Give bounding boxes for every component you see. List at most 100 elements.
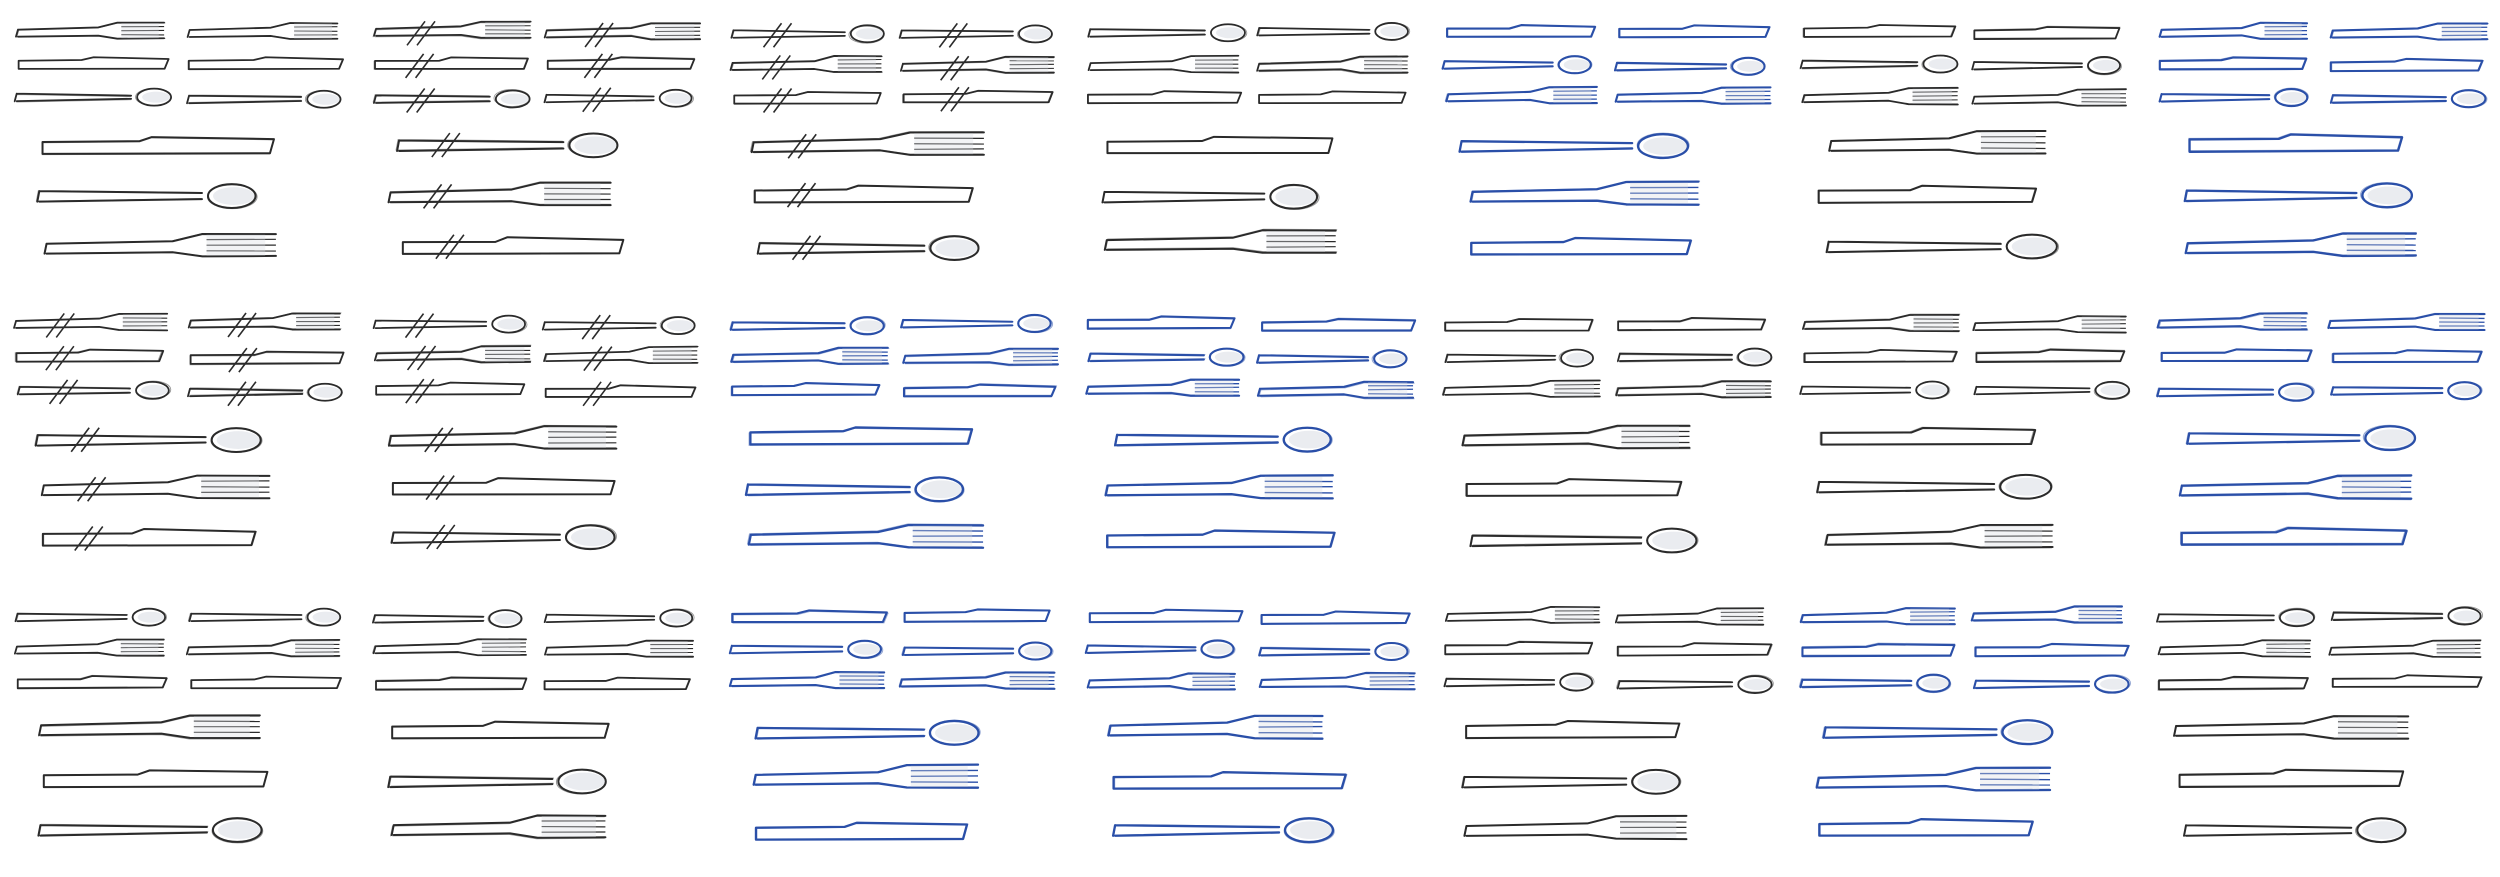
fork-outline-retrace bbox=[1462, 426, 1691, 450]
spoon-handle-retrace bbox=[2155, 387, 2273, 397]
fork-shade bbox=[1194, 380, 1234, 396]
spoon-bowl-shade bbox=[1637, 772, 1679, 791]
spoon-bowl-shade bbox=[563, 772, 605, 791]
spoon-handle-retrace bbox=[1445, 353, 1557, 363]
knife-outline-retrace bbox=[2331, 349, 2482, 363]
spoon-handle-retrace bbox=[1973, 679, 2090, 689]
hatch-mark bbox=[87, 476, 107, 502]
knife-outline bbox=[1470, 236, 1692, 256]
spoon-handle bbox=[2156, 613, 2275, 623]
fork-outline-retrace bbox=[2327, 312, 2485, 330]
hatch-mark bbox=[416, 20, 436, 46]
fork-outline bbox=[1256, 55, 1409, 74]
spoon-handle-retrace bbox=[2183, 824, 2352, 837]
spoon-handle bbox=[372, 614, 485, 624]
fork-shade bbox=[652, 347, 692, 363]
knife-outline bbox=[2160, 348, 2313, 363]
spoon-handle-retrace bbox=[187, 612, 302, 622]
knife-outline-retrace bbox=[392, 477, 616, 496]
fork-outline bbox=[2178, 474, 2413, 500]
fork-shade bbox=[485, 346, 525, 362]
fork-outline-retrace bbox=[544, 346, 699, 364]
fork-outline-retrace bbox=[544, 22, 701, 40]
fork-shade bbox=[1913, 315, 1953, 331]
hatch-mark bbox=[45, 312, 65, 338]
sketch-panel bbox=[1799, 313, 2131, 549]
spoon-bowl-shade bbox=[216, 431, 260, 449]
knife-outline bbox=[903, 608, 1051, 623]
knife-outline-retrace bbox=[2332, 674, 2483, 687]
spoon-bowl-retrace bbox=[1915, 381, 1951, 400]
hatch-mark bbox=[441, 132, 461, 158]
hatch-mark bbox=[404, 53, 425, 79]
knife-outline-retrace bbox=[2158, 56, 2307, 70]
knife-outline bbox=[1261, 318, 1417, 332]
hatch-mark bbox=[583, 346, 603, 372]
spoon-bowl-retrace bbox=[306, 383, 343, 402]
hatch-mark bbox=[414, 53, 435, 79]
spoon-bowl-retrace bbox=[2086, 57, 2122, 76]
fork-shade bbox=[1984, 525, 2043, 547]
spoon-bowl-shade bbox=[2280, 92, 2307, 104]
fork-outline bbox=[1445, 85, 1598, 105]
knife-outline bbox=[749, 426, 974, 446]
fork-outline-retrace bbox=[14, 638, 165, 656]
spoon-handle-retrace bbox=[34, 434, 206, 446]
fork-shade bbox=[1192, 673, 1230, 689]
knife-outline bbox=[1465, 478, 1683, 497]
spoon-handle bbox=[1441, 60, 1554, 70]
knife-outline bbox=[2188, 133, 2404, 153]
knife-outline bbox=[42, 769, 269, 789]
spoon-handle bbox=[396, 139, 565, 152]
fork-outline bbox=[1614, 607, 1765, 626]
spoon-bowl-shade bbox=[1215, 27, 1244, 39]
fork-shade bbox=[1264, 476, 1323, 498]
spoon-handle-retrace bbox=[1461, 776, 1626, 789]
fork-outline bbox=[1258, 671, 1416, 691]
spoon-bowl-retrace bbox=[210, 428, 263, 453]
fork-outline-retrace bbox=[372, 638, 526, 656]
hatch-mark bbox=[761, 54, 781, 80]
fork-shade bbox=[1369, 673, 1409, 689]
fork-outline-retrace bbox=[898, 671, 1055, 689]
knife-outline bbox=[1820, 426, 2037, 446]
spoon-handle-retrace bbox=[1821, 726, 1996, 739]
fork-shade bbox=[1620, 816, 1677, 838]
knife-outline-retrace bbox=[1802, 349, 1957, 363]
fork-outline bbox=[1256, 380, 1415, 399]
spoon-bowl-shade bbox=[2011, 237, 2056, 256]
spoon-handle-retrace bbox=[756, 726, 926, 739]
spoon-bowl-shade bbox=[855, 320, 883, 332]
fork-outline bbox=[750, 131, 985, 156]
spoon-bowl-retrace bbox=[928, 234, 980, 260]
knife-outline bbox=[1106, 135, 1334, 155]
knife-outline bbox=[902, 383, 1057, 398]
fork-outline-retrace bbox=[729, 671, 885, 690]
spoon-handle bbox=[2330, 386, 2444, 396]
fork-outline bbox=[2184, 232, 2417, 258]
fork-outline bbox=[747, 523, 985, 549]
hatch-mark bbox=[772, 22, 793, 48]
spoon-bowl-shade bbox=[2092, 59, 2120, 71]
knife-outline bbox=[753, 184, 974, 204]
sketch-panel bbox=[1084, 608, 1416, 844]
fork-outline-retrace bbox=[1828, 129, 2046, 154]
fork-outline bbox=[390, 814, 607, 839]
knife-outline bbox=[1616, 642, 1773, 657]
spoon-handle-retrace bbox=[1101, 191, 1265, 204]
knife-outline-retrace bbox=[1107, 529, 1337, 548]
knife-outline bbox=[1974, 642, 2130, 658]
spoon-handle-retrace bbox=[1973, 386, 2090, 395]
hatch-mark bbox=[435, 475, 455, 501]
fork-outline bbox=[1086, 672, 1236, 691]
fork-shade bbox=[296, 314, 335, 330]
spoon-handle-retrace bbox=[16, 385, 130, 395]
knife-outline-retrace bbox=[2157, 677, 2308, 691]
hatch-mark bbox=[80, 427, 100, 453]
spoon-bowl-shade bbox=[312, 611, 340, 623]
spoon-bowl-shade bbox=[1737, 60, 1764, 72]
sketch-panel bbox=[1443, 606, 1774, 841]
spoon-bowl-shade bbox=[1565, 676, 1592, 688]
knife-outline bbox=[902, 89, 1054, 104]
